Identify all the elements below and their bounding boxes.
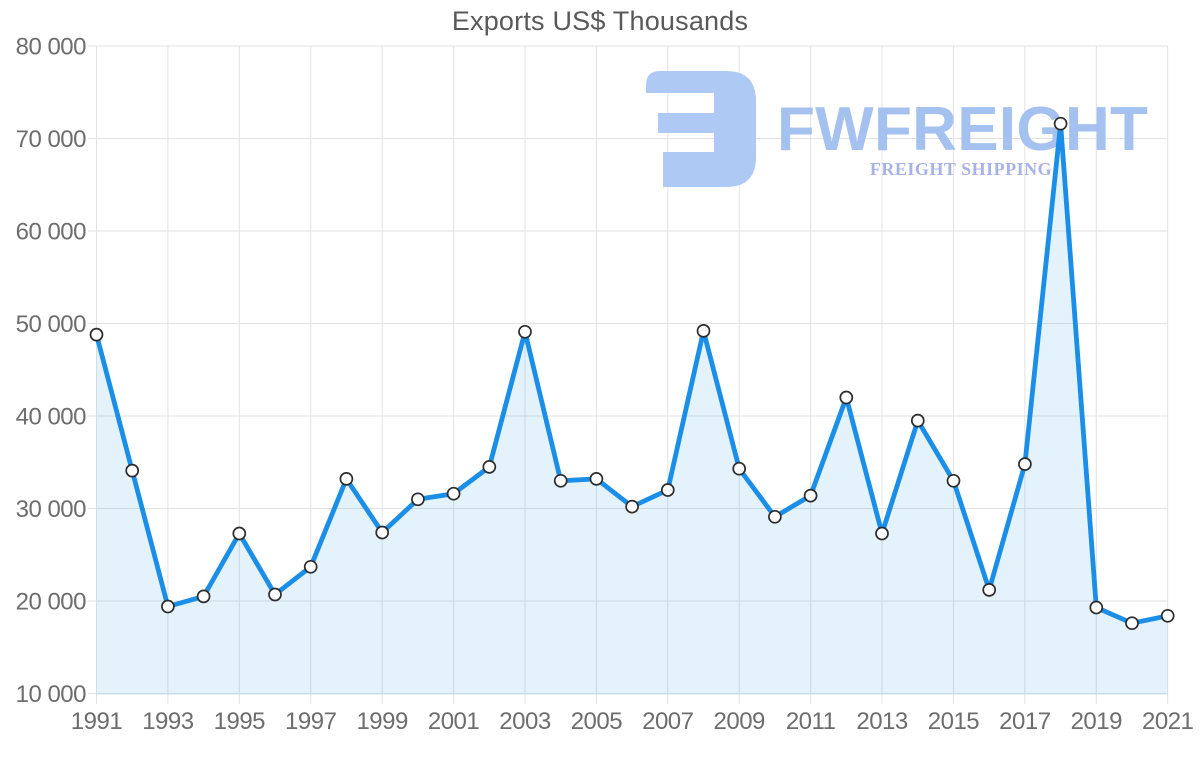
- x-axis-label-1999: 1999: [356, 708, 408, 735]
- data-point-1992[interactable]: [125, 463, 140, 478]
- data-point-1991[interactable]: [89, 327, 104, 342]
- series-area-fill: [96, 123, 1168, 695]
- data-point-2019[interactable]: [1089, 600, 1104, 615]
- x-axis-label-2013: 2013: [856, 708, 908, 735]
- data-point-1999[interactable]: [375, 525, 390, 540]
- data-point-2000[interactable]: [411, 492, 425, 507]
- data-point-2012[interactable]: [839, 390, 854, 405]
- data-point-2004[interactable]: [553, 473, 568, 488]
- y-axis-label-70000: 70 000: [16, 126, 87, 153]
- data-point-1994[interactable]: [196, 589, 211, 604]
- y-axis-label-30000: 30 000: [16, 496, 87, 523]
- fwfreight-logo-mark: [646, 71, 756, 187]
- data-point-2003[interactable]: [518, 324, 532, 339]
- data-point-2015[interactable]: [946, 473, 961, 488]
- data-point-2013[interactable]: [875, 526, 889, 541]
- data-point-1995[interactable]: [232, 526, 247, 541]
- data-point-2002[interactable]: [482, 460, 497, 474]
- data-point-1993[interactable]: [161, 599, 175, 614]
- x-axis-label-1993: 1993: [142, 708, 194, 735]
- y-axis-labels: 10 000 20 000 30 000 40 000 50 000 60 000 70 0…: [16, 34, 87, 709]
- y-axis-label-50000: 50 000: [16, 311, 87, 338]
- data-point-2011[interactable]: [803, 488, 818, 503]
- x-axis-label-1991: 1991: [71, 708, 123, 735]
- data-point-2016[interactable]: [982, 583, 997, 597]
- x-axis-label-1995: 1995: [214, 708, 266, 735]
- data-point-2009[interactable]: [732, 461, 747, 476]
- data-point-2010[interactable]: [768, 509, 782, 524]
- data-point-2017[interactable]: [1018, 457, 1032, 471]
- y-axis-label-40000: 40 000: [16, 404, 87, 431]
- data-point-2008[interactable]: [696, 324, 711, 338]
- data-point-2018[interactable]: [1053, 116, 1068, 131]
- data-point-2005[interactable]: [589, 472, 604, 486]
- data-point-2014[interactable]: [910, 413, 925, 428]
- vertical-gridlines: [96, 46, 1169, 704]
- x-axis-label-2009: 2009: [714, 708, 766, 735]
- data-point-2006[interactable]: [625, 499, 639, 514]
- data-point-1997[interactable]: [303, 559, 318, 574]
- data-point-2001[interactable]: [446, 486, 461, 501]
- x-axis-label-2007: 2007: [642, 708, 694, 735]
- data-point-markers: [89, 116, 1175, 631]
- y-axis-label-10000: 10 000: [16, 681, 87, 708]
- x-axis-labels: 1991 1993 1995 1997 1999 2001 2003 2005 2007 2009…: [71, 708, 1194, 735]
- y-axis-label-20000: 20 000: [16, 589, 87, 616]
- data-point-2007[interactable]: [660, 483, 675, 497]
- data-point-2020[interactable]: [1125, 616, 1139, 631]
- x-axis-label-2015: 2015: [928, 708, 980, 735]
- data-point-1998[interactable]: [339, 472, 354, 486]
- watermark-tagline-text: FREIGHT SHIPPING: [870, 159, 1052, 179]
- x-axis-label-2021: 2021: [1142, 708, 1194, 735]
- watermark-brand-text: FWFREIGHT: [777, 95, 1148, 164]
- x-axis-label-2005: 2005: [571, 708, 623, 735]
- x-axis-label-2017: 2017: [999, 708, 1051, 735]
- x-axis-label-2001: 2001: [428, 708, 480, 735]
- chart-title: Exports US$ Thousands: [451, 6, 749, 36]
- y-axis-label-80000: 80 000: [16, 34, 87, 61]
- x-axis-label-2003: 2003: [499, 708, 551, 735]
- data-point-2021[interactable]: [1160, 608, 1175, 623]
- y-axis-label-60000: 60 000: [16, 219, 87, 246]
- x-axis-label-2011: 2011: [786, 708, 836, 735]
- x-axis-label-2019: 2019: [1071, 708, 1123, 735]
- data-point-1996[interactable]: [268, 587, 282, 602]
- x-axis-label-1997: 1997: [285, 708, 337, 735]
